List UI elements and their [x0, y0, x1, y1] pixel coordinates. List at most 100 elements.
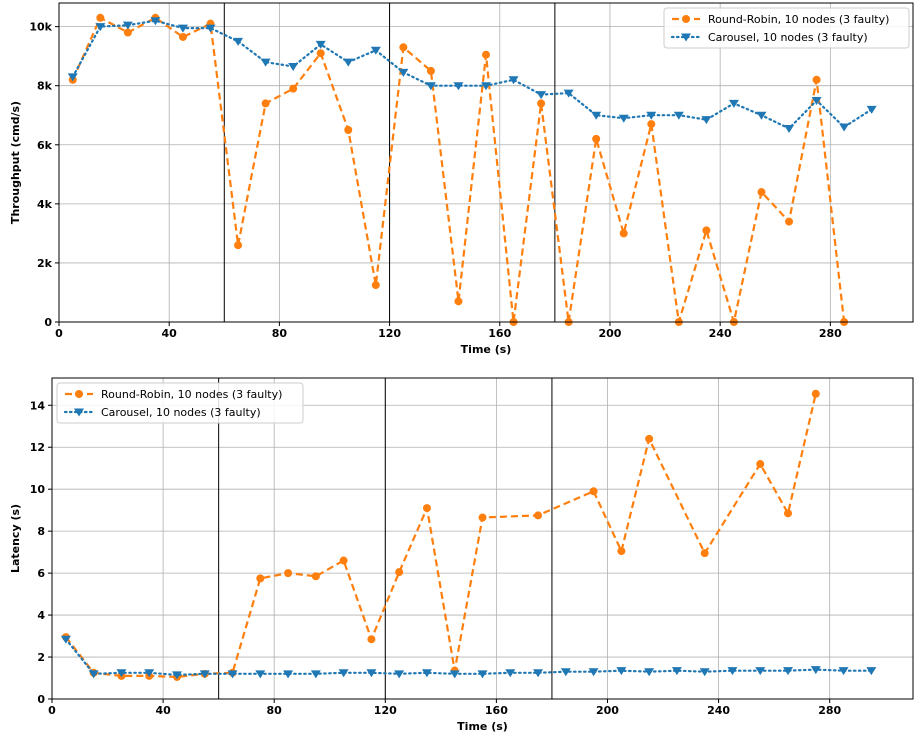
series-line: [71, 19, 873, 130]
data-point: [647, 120, 656, 129]
data-point: [505, 669, 516, 678]
y-tick-label: 6k: [37, 139, 53, 152]
data-point: [199, 670, 210, 679]
data-point: [784, 509, 793, 518]
y-tick-label: 10k: [29, 21, 52, 34]
data-point: [756, 460, 765, 469]
data-point: [453, 82, 464, 91]
data-point: [227, 670, 238, 679]
data-point: [757, 188, 766, 197]
data-point: [482, 50, 490, 59]
data-point: [537, 99, 546, 108]
y-tick-label: 14: [30, 399, 46, 412]
data-point: [289, 84, 298, 93]
data-point: [366, 669, 377, 678]
data-point: [673, 111, 684, 120]
data-point: [315, 40, 326, 49]
data-point: [338, 669, 349, 678]
series-line: [71, 16, 846, 323]
data-point: [699, 668, 710, 677]
data-point: [671, 667, 682, 676]
x-tick-label: 160: [485, 704, 508, 717]
y-tick-label: 2: [37, 651, 45, 664]
data-point: [702, 226, 711, 235]
data-point: [123, 28, 132, 37]
plot-frame: [51, 377, 914, 700]
data-point: [592, 134, 601, 143]
x-tick-label: 280: [819, 327, 842, 340]
data-point: [178, 32, 187, 41]
y-tick-label: 0: [37, 693, 45, 706]
data-point: [421, 669, 432, 678]
plot-frame: [58, 2, 914, 323]
data-point: [727, 667, 738, 676]
data-point: [395, 568, 404, 577]
data-point: [536, 91, 547, 100]
data-point: [534, 511, 543, 520]
legend-label: Carousel, 10 nodes (3 faulty): [101, 406, 261, 419]
x-axis-label: Time (s): [457, 720, 508, 733]
data-point: [371, 281, 380, 290]
data-point: [508, 76, 519, 85]
data-point: [116, 669, 127, 678]
y-tick-label: 10: [30, 483, 46, 496]
x-axis-label: Time (s): [461, 343, 512, 356]
throughput-chart: 0 40 80 120 160 200 240 280 0 2k 4k 6k 8k 10k Time (s)…: [9, 2, 914, 356]
data-point: [644, 668, 655, 677]
x-tick-label: 200: [598, 327, 621, 340]
data-point: [810, 666, 821, 675]
x-tick-label: 0: [55, 327, 63, 340]
legend-box: [663, 7, 910, 49]
x-tick-label: 0: [48, 704, 56, 717]
legend-label: Carousel, 10 nodes (3 faulty): [708, 31, 868, 44]
x-tick-label: 40: [155, 704, 171, 717]
data-point: [122, 21, 133, 30]
data-point: [700, 549, 709, 558]
data-point: [563, 89, 574, 98]
data-point: [261, 99, 270, 108]
legend-label: Round-Robin, 10 nodes (3 faulty): [101, 388, 282, 401]
data-point: [425, 82, 436, 91]
data-point: [255, 670, 266, 679]
data-point: [422, 504, 431, 513]
data-point: [426, 66, 435, 75]
data-point: [533, 669, 544, 678]
x-tick-label: 120: [378, 327, 401, 340]
data-point: [755, 667, 766, 676]
y-tick-label: 12: [30, 441, 45, 454]
data-point: [233, 37, 244, 46]
data-point: [284, 569, 293, 578]
data-point: [260, 58, 271, 67]
x-tick-label: 160: [488, 327, 511, 340]
data-point: [344, 126, 353, 135]
y-tick-label: 4k: [37, 198, 53, 211]
y-tick-label: 2k: [37, 257, 53, 270]
data-point: [588, 668, 599, 677]
data-point: [481, 82, 491, 91]
legend-box: [56, 382, 304, 424]
data-point: [370, 46, 381, 55]
data-point: [234, 241, 243, 250]
data-point: [617, 547, 626, 556]
data-point: [454, 297, 463, 306]
data-point: [591, 111, 602, 120]
data-point: [283, 670, 294, 679]
x-tick-label: 120: [374, 704, 397, 717]
data-point: [310, 670, 321, 679]
legend-marker: [681, 33, 691, 42]
x-tick-label: 240: [707, 704, 730, 717]
data-point: [785, 217, 794, 226]
series-line: [65, 393, 817, 679]
data-point: [589, 487, 598, 496]
data-point: [866, 667, 877, 676]
data-point: [728, 99, 739, 108]
data-point: [784, 125, 795, 134]
data-point: [449, 670, 460, 679]
data-point: [477, 670, 488, 679]
data-point: [205, 24, 216, 33]
data-point: [177, 24, 188, 33]
data-point: [616, 667, 627, 676]
data-point: [646, 111, 657, 120]
x-tick-label: 80: [267, 704, 283, 717]
